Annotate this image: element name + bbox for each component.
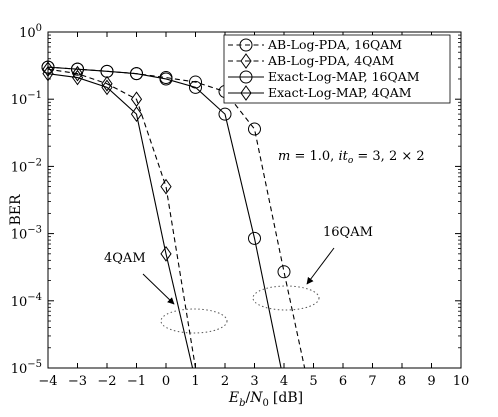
- data-point: [248, 231, 261, 245]
- legend-entry-label: Exact-Log-MAP, 4QAM: [268, 85, 412, 100]
- series-line: [47, 68, 197, 369]
- data-point: [130, 91, 143, 108]
- arrow-16qam: [306, 247, 335, 285]
- x-tick-label: 1: [191, 374, 199, 389]
- x-tick-label: 3: [250, 374, 258, 389]
- data-point: [101, 79, 113, 96]
- x-tick-label: 10: [453, 374, 470, 389]
- x-tick-label: −2: [97, 374, 116, 389]
- data-point: [130, 106, 143, 122]
- data-point: [248, 122, 261, 136]
- y-tick-label: 10−1: [11, 90, 42, 108]
- data-point: [71, 65, 84, 82]
- x-tick-label: −4: [38, 374, 57, 389]
- x-tick-label: 8: [398, 374, 406, 389]
- y-tick-label: 10−3: [11, 225, 42, 243]
- data-point: [71, 69, 84, 86]
- data-point: [240, 53, 252, 69]
- data-point: [239, 38, 253, 52]
- y-tick-label: 100: [19, 23, 42, 41]
- x-tick-label: 6: [339, 374, 347, 389]
- data-point: [159, 72, 173, 86]
- x-tick-label: −3: [68, 374, 87, 389]
- legend-entry-label: AB-Log-PDA, 16QAM: [267, 37, 402, 52]
- x-tick-label: 2: [221, 374, 229, 389]
- y-tick-label: 10−4: [11, 292, 42, 310]
- x-tick-label: 9: [427, 374, 435, 389]
- data-point: [160, 178, 172, 195]
- y-tick-label: 10−2: [11, 157, 42, 175]
- label-4qam: 4QAM: [104, 251, 146, 266]
- y-axis-title: BER: [8, 194, 24, 226]
- legend-box: [223, 34, 451, 104]
- data-point: [100, 64, 114, 78]
- series-group: [42, 65, 194, 369]
- legend-entry-label: Exact-Log-MAP, 16QAM: [268, 69, 420, 84]
- x-axis-title: Eb/N0 [dB]: [228, 390, 303, 409]
- y-tick-label: 10−5: [11, 359, 42, 377]
- data-point: [240, 85, 252, 101]
- data-point: [160, 245, 172, 262]
- legend-entry-label: AB-Log-PDA, 4QAM: [267, 53, 394, 68]
- x-tick-label: 5: [309, 374, 317, 389]
- data-point: [71, 62, 84, 76]
- series-group: [41, 60, 282, 369]
- x-tick-label: 4: [280, 374, 288, 389]
- data-point: [101, 75, 113, 92]
- arrow-4qam: [142, 273, 175, 305]
- data-point: [189, 80, 202, 94]
- label-16qam: 16QAM: [323, 225, 373, 240]
- ellipse-4qam: [160, 308, 228, 334]
- data-point: [218, 107, 232, 121]
- series-line: [47, 66, 282, 369]
- params-annotation: m = 1.0, ito = 3, 2 × 2: [278, 149, 425, 166]
- tick-labels-layer: −4 −3 −2 −1 0 1 2 3 4 5 6 7 8 9 10 100 10−1 10−2 10−3 10−4 1…: [11, 23, 470, 389]
- x-tick-label: 7: [368, 374, 376, 389]
- data-point: [130, 67, 143, 81]
- ellipse-16qam: [252, 285, 320, 311]
- data-point: [277, 265, 291, 279]
- x-tick-label: −1: [127, 374, 146, 389]
- data-point: [239, 70, 253, 84]
- x-tick-label: 0: [162, 374, 170, 389]
